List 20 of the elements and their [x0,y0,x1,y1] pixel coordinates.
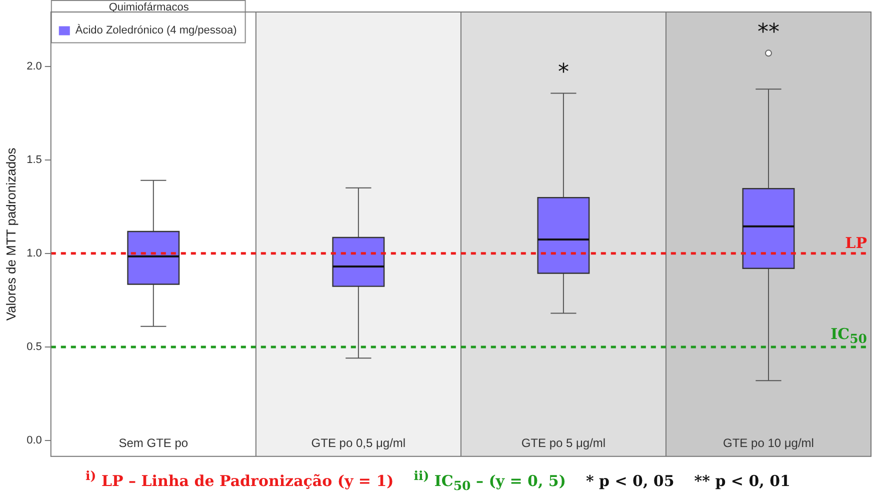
x-tick-label: GTE po 5 μg/ml [521,436,606,450]
text: ** p < 0, 01 [694,472,790,490]
y-axis-title: Valores de MTT padronizados [3,147,18,321]
text: $^{ii)}$ IC$_{50}$ – (y = 0, 5) [414,468,566,493]
y-tick-label: 1.5 [26,154,42,166]
x-tick-label: Sem GTE po [118,436,188,450]
ref-line-label: LP [845,234,867,252]
y-tick-label: 0.5 [26,340,42,353]
text: * p < 0, 05 [586,472,674,490]
y-tick-label: 2.0 [26,60,42,72]
x-tick-label: GTE po 0,5 μg/ml [311,436,406,450]
text: $^{i)}$ LP – Linha de Padronização (y = 1) [86,468,394,490]
legend-title: Quimiofármacos [108,2,190,14]
legend-label: Àcido Zoledrónico (4 mg/pessoa) [75,24,237,37]
annotation: ** [757,20,780,45]
y-tick-label: 1.0 [26,247,42,260]
ref-line-label: IC$_{50}$ [830,324,867,346]
annotation: * [558,60,569,85]
x-tick-label: GTE po 10 μg/ml [723,436,814,450]
y-tick-label: 0.0 [26,434,42,447]
